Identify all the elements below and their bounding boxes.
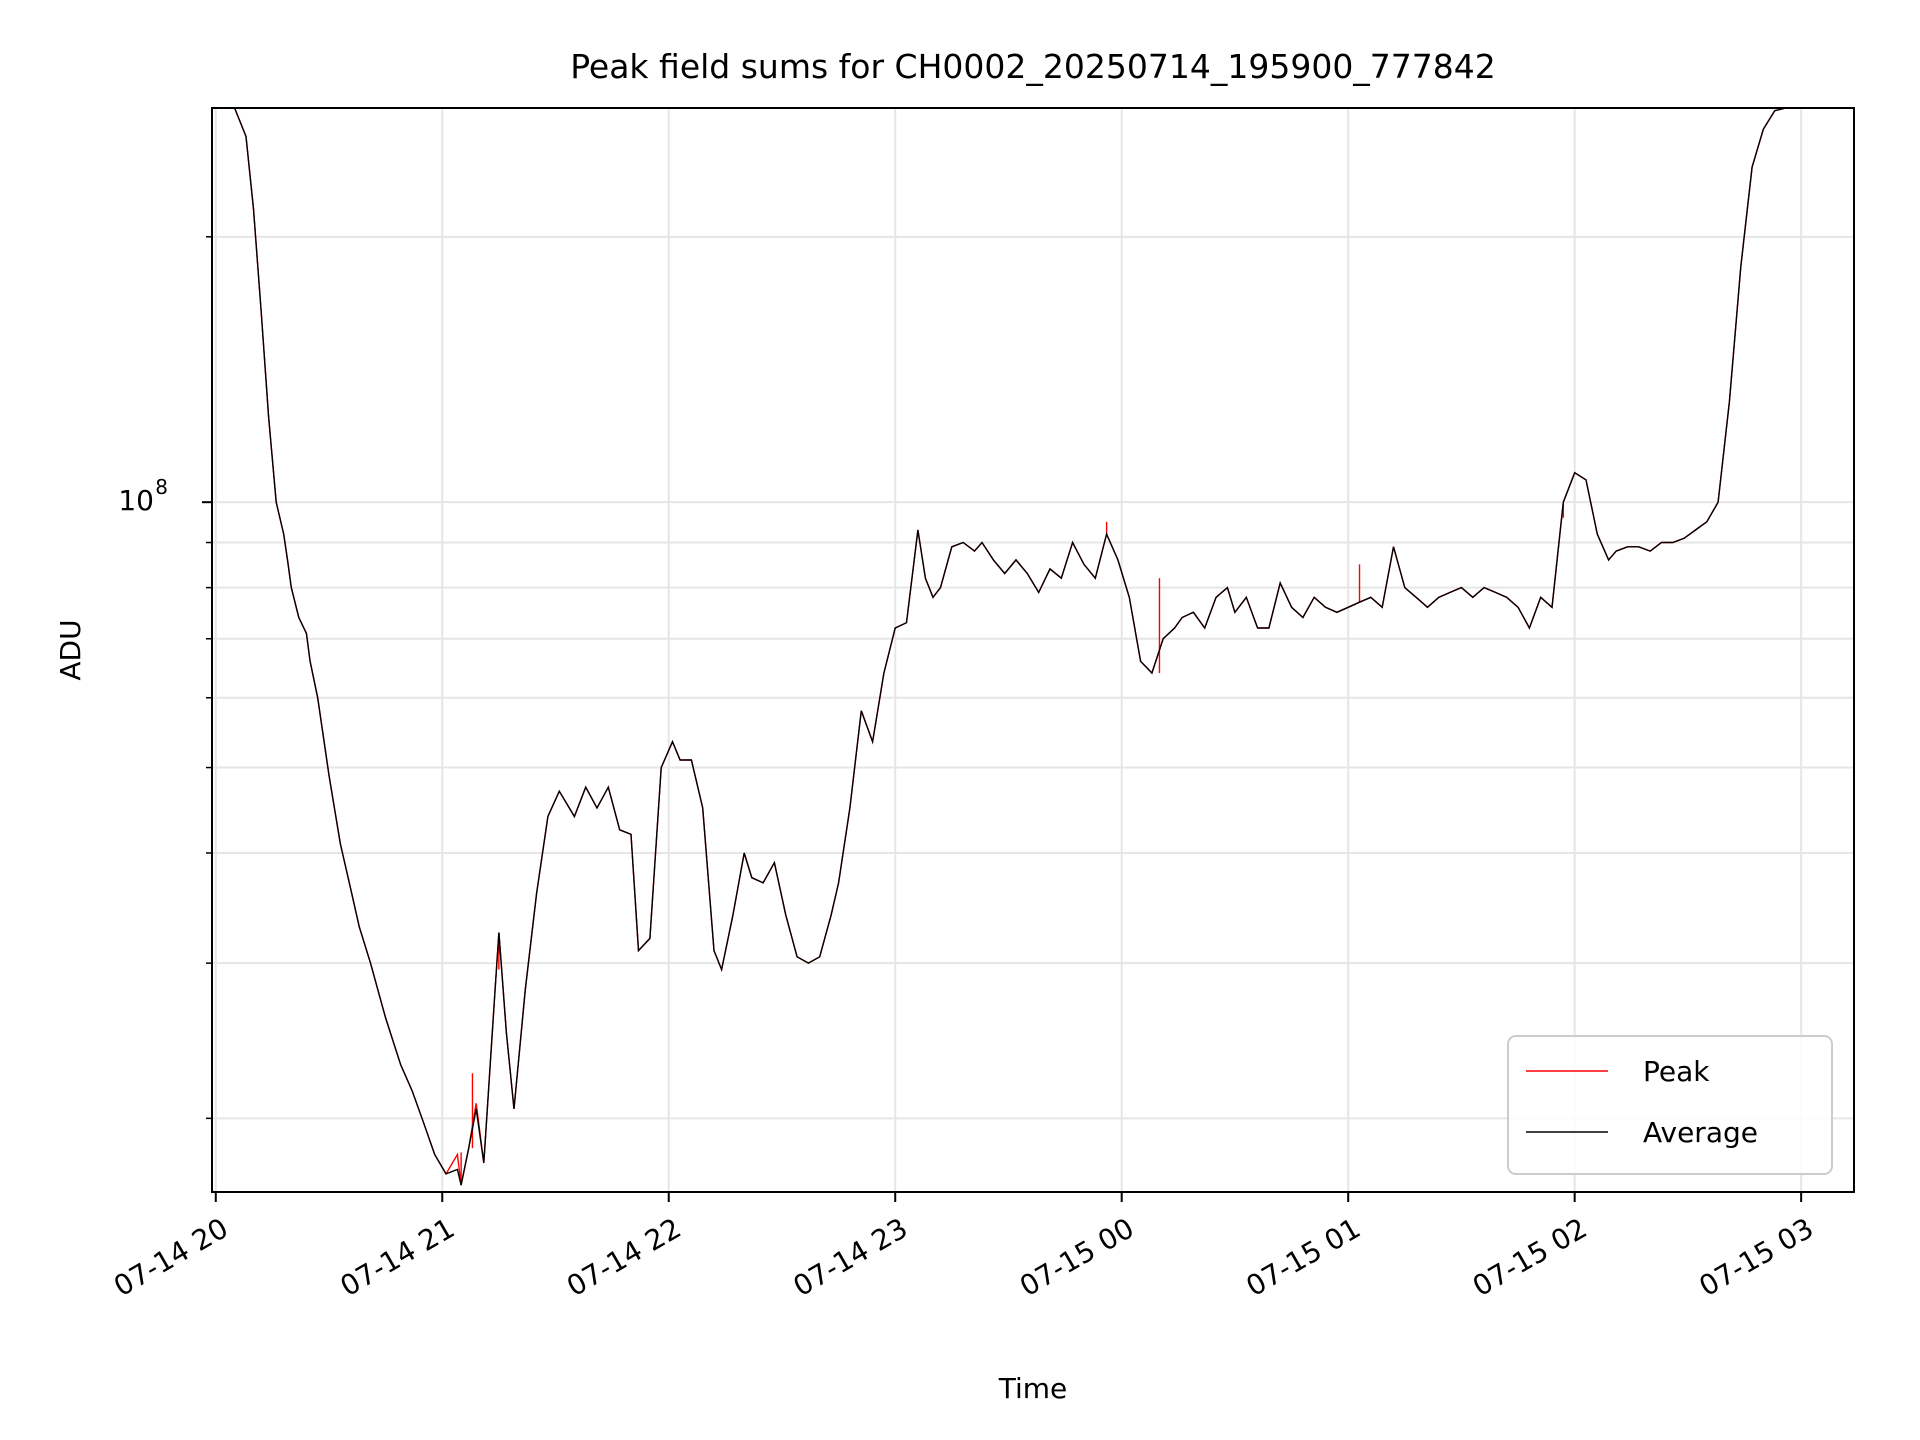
plot-frame bbox=[211, 107, 1855, 1193]
y-ticks bbox=[202, 236, 212, 1120]
grid bbox=[212, 108, 1854, 1192]
legend: Peak Average bbox=[1507, 1035, 1833, 1175]
y-axis-label: ADU bbox=[54, 619, 87, 680]
legend-label-peak: Peak bbox=[1643, 1055, 1710, 1088]
y-tick-label-exponent: 8 bbox=[155, 475, 168, 499]
y-tick-label-base: 10 bbox=[118, 484, 154, 517]
legend-label-average: Average bbox=[1643, 1116, 1758, 1149]
plot-lines bbox=[212, 108, 1787, 1186]
series-line-average bbox=[212, 108, 1787, 1186]
x-axis-label: Time bbox=[998, 1372, 1068, 1405]
chart-title: Peak field sums for CH0002_20250714_1959… bbox=[570, 47, 1496, 86]
y-major-tick-label: 10 8 bbox=[118, 475, 168, 517]
